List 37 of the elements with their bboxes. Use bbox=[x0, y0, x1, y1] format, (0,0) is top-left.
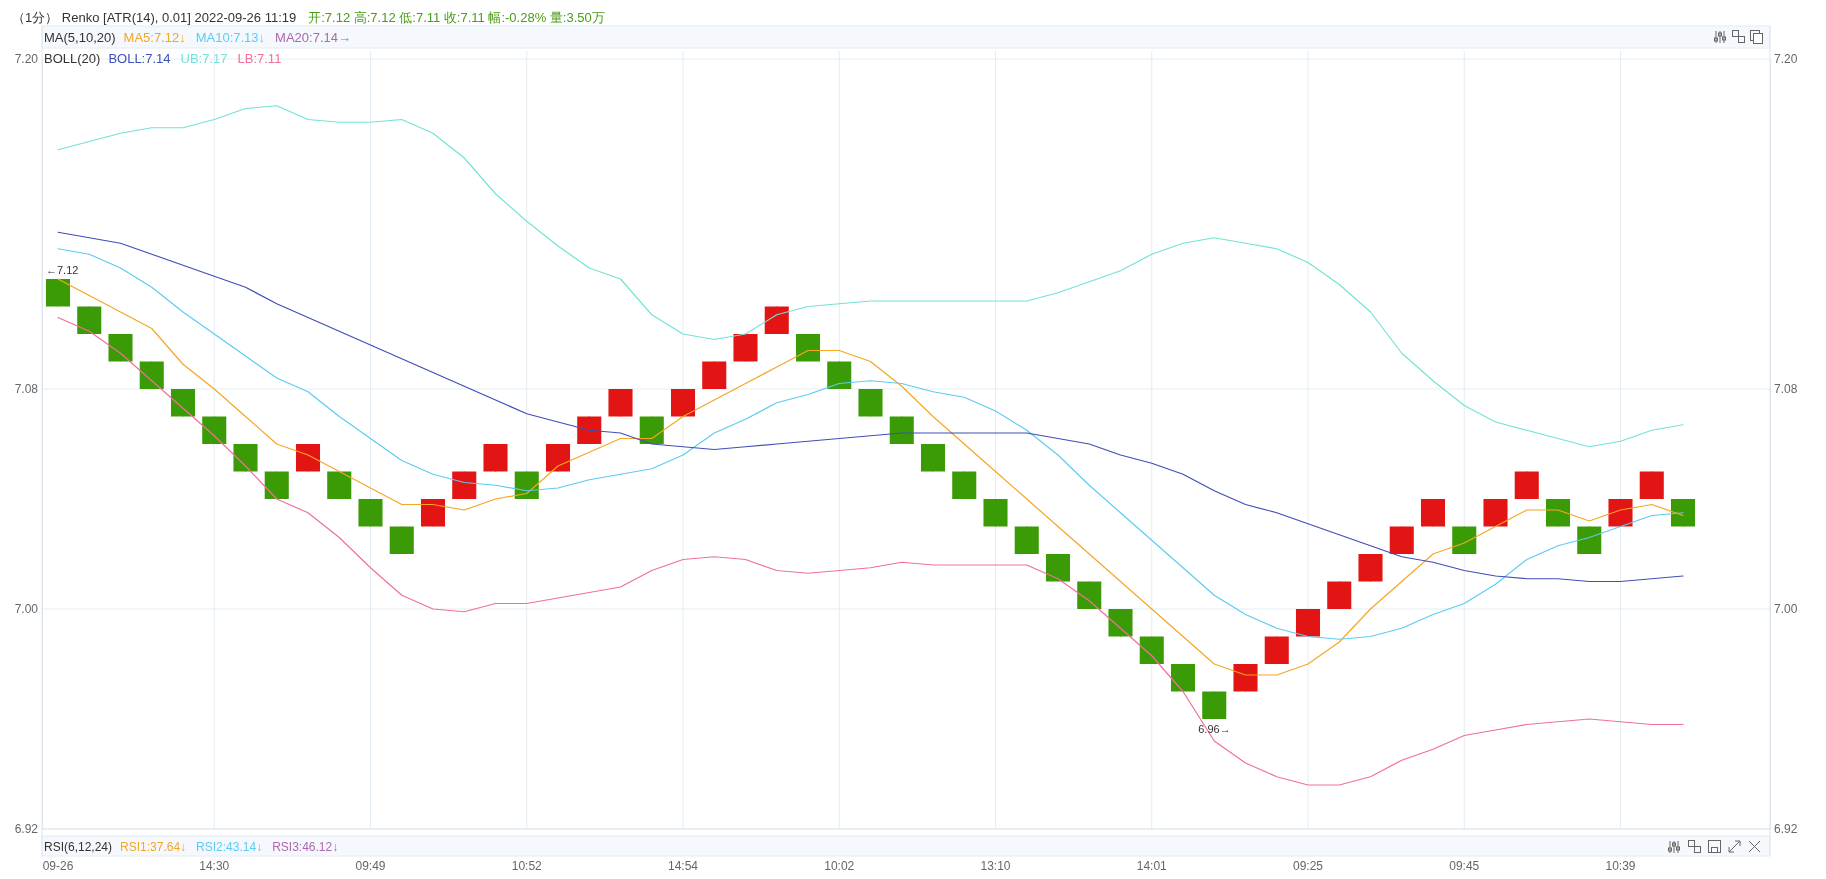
x-tick-label: 10:39 bbox=[1605, 859, 1636, 873]
y2-tick-label: 6.92 bbox=[1774, 822, 1798, 837]
text: LB:7.11 bbox=[237, 51, 282, 66]
y-tick-label: 7.20 bbox=[14, 52, 39, 67]
y2-tick-label: 7.08 bbox=[1774, 382, 1798, 397]
x-tick-label: 10:52 bbox=[511, 859, 543, 873]
line-series bbox=[57, 278, 1684, 676]
chart-title: （1分） Renko [ATR(14), 0.01] 2022-09-26 11:19 bbox=[12, 10, 297, 25]
x-tick-label: 10:02 bbox=[824, 859, 855, 873]
x-tick-label: 09:49 bbox=[355, 859, 386, 873]
x-tick-label: 09-26 bbox=[42, 859, 74, 873]
text: RSI(6,12,24) bbox=[44, 840, 113, 854]
legend-label: MA20:7.14→ bbox=[275, 30, 351, 45]
x-tick-label: 14:30 bbox=[199, 859, 230, 873]
text: UB:7.17 bbox=[180, 51, 228, 66]
text: BOLL:7.14 bbox=[108, 51, 171, 66]
x-tick-label: 09:25 bbox=[1292, 859, 1324, 873]
y-tick-label: 7.00 bbox=[14, 602, 39, 617]
annotation: ←7.12 bbox=[45, 264, 79, 276]
x-tick-label: 14:54 bbox=[667, 859, 699, 873]
chart-subtitle: 开:7.12 高:7.12 低:7.11 收:7.11 幅:-0.28% 量:3.50万 bbox=[308, 10, 605, 25]
y-tick-label: 7.08 bbox=[14, 382, 39, 397]
legend-label: RSI1:37.64↓ bbox=[120, 840, 187, 854]
annotation: BOLL(20) bbox=[44, 51, 101, 66]
line-series bbox=[57, 316, 1684, 786]
y2-tick-label: 7.00 bbox=[1774, 602, 1798, 617]
text: MA(5,10,20) bbox=[44, 30, 116, 45]
x-tick-label: 13:10 bbox=[980, 859, 1011, 873]
x-tick-label: 09:45 bbox=[1449, 859, 1480, 873]
y2-tick-label: 7.20 bbox=[1774, 52, 1798, 67]
legend-label: RSI2:43.14↓ bbox=[196, 840, 263, 854]
x-tick-label: 14:01 bbox=[1136, 859, 1168, 873]
legend-label: RSI3:46.12↓ bbox=[272, 840, 339, 854]
annotation: 6.96→ bbox=[1198, 723, 1231, 735]
text: MA5:7.12↓ bbox=[123, 30, 186, 45]
y-tick-label: 6.92 bbox=[14, 822, 39, 837]
text: MA10:7.13↓ bbox=[195, 30, 266, 45]
